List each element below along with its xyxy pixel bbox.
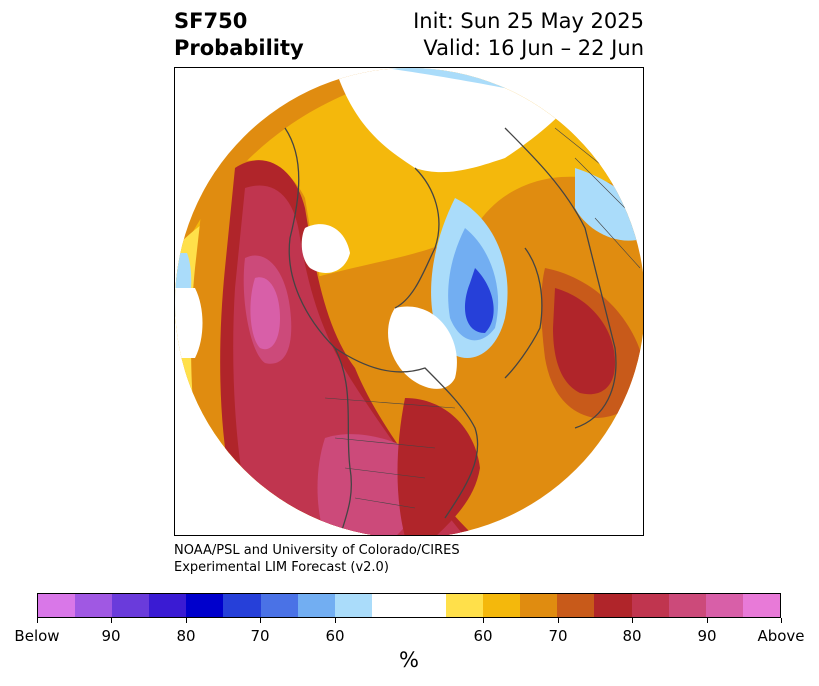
colorbar-tick-label: 90 [697, 627, 717, 645]
colorbar-segment [297, 594, 335, 617]
white-region-hudson [388, 306, 457, 389]
probability-field [175, 68, 643, 535]
colorbar-segment [75, 594, 113, 617]
colorbar-segment [112, 594, 150, 617]
colorbar-unit-label: % [399, 648, 419, 672]
colorbar-tick [260, 618, 261, 623]
colorbar-tick-label: 60 [325, 627, 345, 645]
colorbar-segment [594, 594, 632, 617]
coastline-west-america [284, 127, 352, 535]
state-borders [334, 437, 436, 509]
pink-region-pacific [250, 277, 280, 350]
colorbar-tick [707, 618, 708, 623]
title-variable-name: SF750 [174, 9, 248, 33]
white-region-alaska [301, 224, 350, 273]
credit-line-1: NOAA/PSL and University of Colorado/CIRE… [174, 543, 460, 558]
colorbar-tick [37, 618, 38, 623]
coastline-east-america [334, 347, 479, 519]
colorbar-tick [558, 618, 559, 623]
valid-date-label: Valid: 16 Jun – 22 Jun [423, 36, 644, 60]
colorbar-segment [334, 594, 372, 617]
colorbar-segment [260, 594, 298, 617]
border-us-canada [324, 397, 456, 409]
coastline-scandinavia [504, 247, 543, 379]
colorbar-tick [335, 618, 336, 623]
colorbar-segment [742, 594, 780, 617]
coastline-greenland [394, 167, 440, 309]
polar-map-panel [174, 67, 644, 536]
colorbar-tick [186, 618, 187, 623]
colorbar-segment [371, 594, 447, 617]
colorbar-tick [632, 618, 633, 623]
lightblue-region-east [575, 168, 643, 241]
colorbar-segment [557, 594, 595, 617]
colorbar-segment [149, 594, 187, 617]
colorbar-tick-label: 70 [548, 627, 568, 645]
probability-colorbar [37, 593, 781, 618]
colorbar-segment [186, 594, 224, 617]
royalblue-region-north [535, 68, 615, 85]
colorbar-tick-label: 90 [101, 627, 121, 645]
colorbar-tick-label: Above [757, 627, 805, 645]
credit-line-2: Experimental LIM Forecast (v2.0) [174, 560, 389, 575]
colorbar-segment [668, 594, 706, 617]
title-product-name: Probability [174, 36, 304, 60]
colorbar-tick-label: 70 [250, 627, 270, 645]
country-borders [324, 127, 641, 509]
red-region-europe [553, 288, 615, 395]
royalblue-region-central [465, 268, 494, 333]
source-credit: NOAA/PSL and University of Colorado/CIRE… [174, 542, 460, 576]
colorbar-tick-label: 60 [473, 627, 493, 645]
map-title-dates: Init: Sun 25 May 2025 Valid: 16 Jun – 22… [413, 8, 644, 62]
coastline-eurasia [504, 127, 617, 429]
white-region-west-edge [175, 288, 203, 358]
colorbar-tick [111, 618, 112, 623]
red-region-atlantic [397, 398, 480, 535]
colorbar-segment [631, 594, 669, 617]
colorbar-tick-label: 80 [622, 627, 642, 645]
colorbar-segment [705, 594, 743, 617]
colorbar-segment [38, 594, 76, 617]
colorbar-segment [446, 594, 484, 617]
map-title-variable: SF750 Probability [174, 8, 304, 62]
colorbar-segment [483, 594, 521, 617]
eurasia-borders [554, 127, 641, 269]
colorbar-segment [520, 594, 558, 617]
colorbar-tick [483, 618, 484, 623]
coastlines [284, 127, 617, 535]
init-date-label: Init: Sun 25 May 2025 [413, 9, 644, 33]
probability-map [175, 68, 643, 535]
colorbar-segment [223, 594, 261, 617]
colorbar-tick-label: Below [14, 627, 60, 645]
colorbar-tick-label: 80 [176, 627, 196, 645]
colorbar-tick [781, 618, 782, 623]
